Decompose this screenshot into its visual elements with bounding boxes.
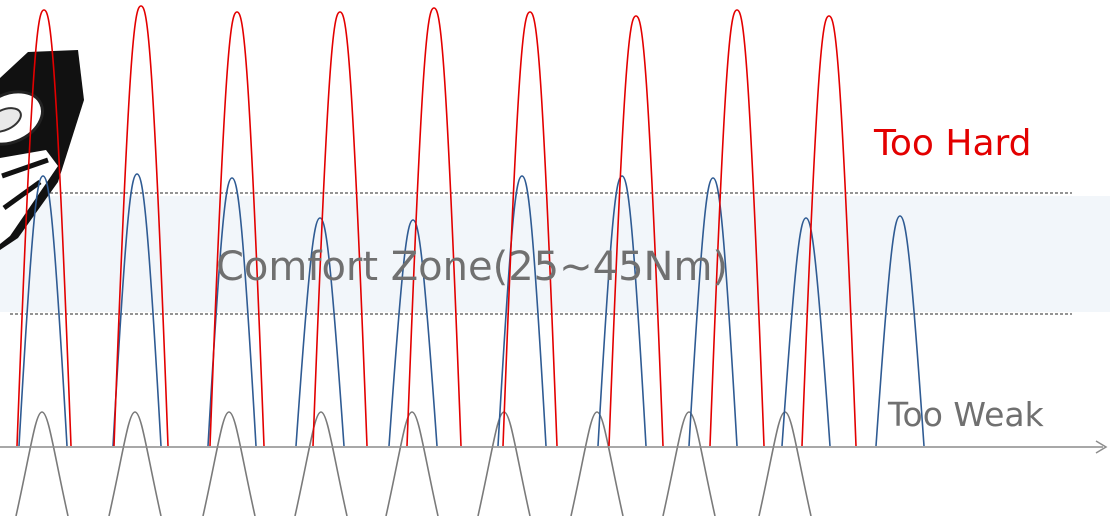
blue-curve-5 xyxy=(388,219,438,447)
comfort-zone-band xyxy=(0,196,1110,312)
blue-curve-6 xyxy=(497,175,547,447)
red-curves-group xyxy=(16,5,857,447)
gray-curve-5 xyxy=(385,411,439,516)
blue-curve-10 xyxy=(875,215,925,447)
gray-curve-1 xyxy=(15,411,69,516)
red-curve-6 xyxy=(502,11,558,447)
too-hard-label: Too Hard xyxy=(873,123,1032,164)
red-curve-7 xyxy=(608,15,664,447)
blue-curve-1 xyxy=(18,175,68,447)
too-weak-label: Too Weak xyxy=(887,395,1045,434)
blue-curve-3 xyxy=(207,177,257,447)
red-curve-8 xyxy=(709,9,765,447)
blue-curve-9 xyxy=(781,217,831,447)
wrench-tool-icon xyxy=(0,50,84,250)
blue-curve-2 xyxy=(112,173,162,447)
gray-curve-7 xyxy=(570,411,624,516)
blue-curve-8 xyxy=(688,177,738,447)
red-curve-2 xyxy=(113,5,169,447)
red-curve-3 xyxy=(209,11,265,447)
red-curve-9 xyxy=(801,15,857,447)
comfort-zone-label: Comfort Zone(25~45Nm) xyxy=(216,244,728,290)
gray-curve-4 xyxy=(294,411,348,516)
blue-curves-group xyxy=(18,173,925,447)
red-curve-5 xyxy=(406,7,462,447)
blue-curve-4 xyxy=(295,217,345,447)
gray-curves-group xyxy=(15,411,812,516)
red-curve-1 xyxy=(16,9,72,447)
blue-curve-7 xyxy=(597,175,647,447)
x-axis-arrowhead xyxy=(1095,440,1108,454)
gray-curve-8 xyxy=(662,411,716,516)
gray-curve-2 xyxy=(108,411,162,516)
gray-curve-3 xyxy=(202,411,256,516)
red-curve-4 xyxy=(312,11,368,447)
